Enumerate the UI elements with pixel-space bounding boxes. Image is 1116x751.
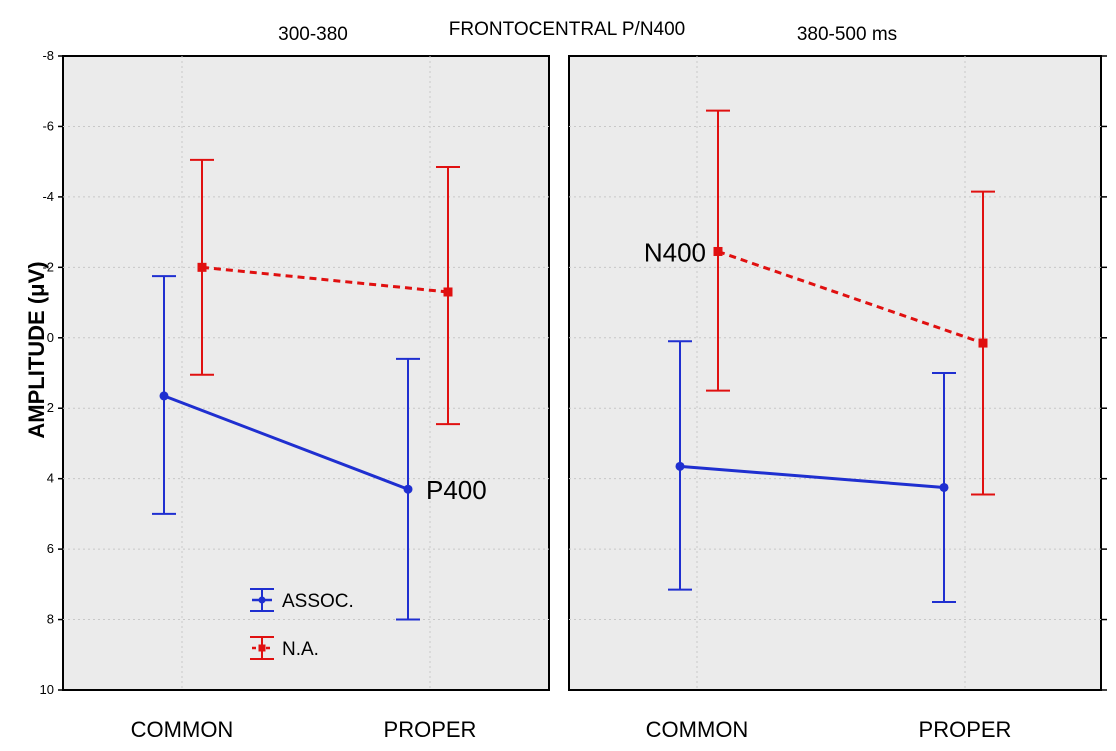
x-tick-label-proper: PROPER: [384, 717, 477, 742]
panel-left-gridlines: [63, 56, 549, 690]
annotation-n400: N400: [644, 237, 706, 267]
data-point: [403, 484, 413, 494]
y-tick-label: -8: [42, 48, 54, 63]
data-point: [197, 262, 207, 272]
y-tick-label: 2: [47, 400, 54, 415]
series-line-n-a: [717, 250, 984, 345]
legend: ASSOC. N.A.: [250, 588, 354, 660]
y-tick-label: 0: [47, 330, 54, 345]
y-tick-label: 8: [47, 612, 54, 627]
panel-left-series: [152, 158, 460, 621]
legend-entry-assoc: ASSOC.: [250, 588, 354, 612]
legend-entry-n-a: N.A.: [250, 636, 319, 660]
annotation-p400: P400: [426, 475, 487, 505]
y-tick-label: 10: [40, 682, 54, 697]
y-axis-label: AMPLITUDE (μV): [24, 261, 49, 438]
x-tick-label-common: COMMON: [131, 717, 234, 742]
data-point: [159, 391, 169, 401]
series-n-a: [190, 158, 460, 426]
panel-left-background: [62, 55, 550, 691]
legend-label-n-a: N.A.: [282, 639, 319, 660]
y-tick-label: -6: [42, 118, 54, 133]
data-point: [713, 246, 723, 256]
panel-right-annotations: N400: [644, 237, 706, 267]
series-assoc: [668, 340, 956, 603]
y-tick-label: -4: [42, 189, 54, 204]
panel-left-annotations: P400: [426, 475, 487, 505]
series-line-assoc: [163, 394, 409, 491]
data-point: [675, 461, 685, 471]
x-tick-label-proper: PROPER: [919, 717, 1012, 742]
data-point: [978, 338, 988, 348]
panel-left-y-ticks: -8 -6 -4 -2 0 2 4 6 8 10: [40, 48, 63, 697]
panel-right-background: [568, 55, 1102, 691]
legend-marker: [258, 596, 266, 604]
y-tick-label: 6: [47, 541, 54, 556]
panel-right-x-tick-labels: COMMON PROPER: [646, 717, 1012, 742]
x-tick-label-common: COMMON: [646, 717, 749, 742]
panel-left-x-tick-labels: COMMON PROPER: [131, 717, 477, 742]
data-point: [939, 482, 949, 492]
legend-label-assoc: ASSOC.: [282, 591, 354, 612]
series-n-a: [706, 109, 995, 496]
series-line-assoc: [679, 464, 945, 489]
y-tick-label: -2: [42, 259, 54, 274]
panel-right-series: [668, 109, 995, 603]
legend-marker: [258, 644, 266, 652]
series-line-n-a: [201, 265, 449, 294]
panel-right: 380-500 ms COMMON PROPER N400: [568, 24, 1107, 742]
panel-right-y-ticks: [1101, 55, 1107, 691]
panel-right-title: 380-500 ms: [797, 24, 897, 45]
y-tick-label: 4: [47, 471, 54, 486]
series-assoc: [152, 275, 420, 621]
chart-title: FRONTOCENTRAL P/N400: [449, 19, 686, 40]
panel-left: -8 -6 -4 -2 0 2 4 6 8 10 300-380 COMMON PROPER P40…: [40, 24, 550, 742]
panel-left-title: 300-380: [278, 24, 348, 45]
data-point: [443, 287, 453, 297]
